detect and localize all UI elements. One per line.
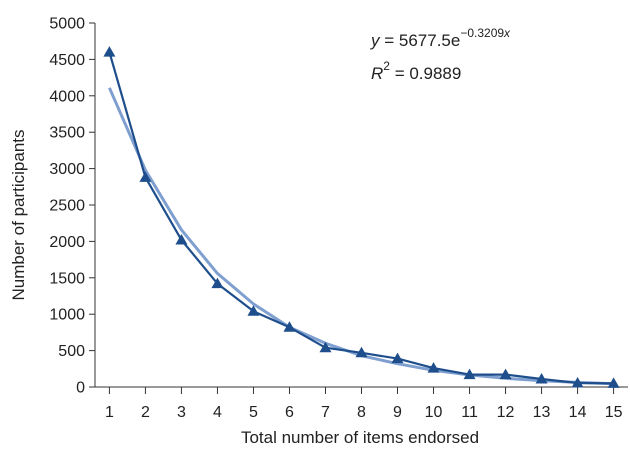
- y-tick-label: 2500: [49, 198, 85, 215]
- r-squared-value: = 0.9889: [390, 64, 461, 83]
- x-tick-label: 15: [605, 404, 623, 421]
- x-tick-label: 7: [321, 404, 330, 421]
- x-tick-label: 3: [177, 404, 186, 421]
- equation-body: = 5677.5e: [380, 31, 461, 50]
- observed-point-marker: [499, 368, 512, 380]
- x-tick-label: 11: [461, 404, 478, 421]
- trendline-equation: y = 5677.5e−0.3209x R2 = 0.9889: [370, 26, 511, 83]
- x-axis-ticks: 1 2 3 4 5 6 7 8 9 10 11 12 13 14 15: [105, 387, 623, 421]
- x-tick-label: 12: [497, 404, 515, 421]
- y-tick-label: 5000: [49, 16, 85, 33]
- axes: [94, 23, 628, 388]
- observed-point-marker: [211, 277, 224, 289]
- y-axis-ticks: 0 500 1000 1500 2000 2500 3000 3500 4000 4500 5000: [49, 16, 95, 397]
- observed-line: [108, 51, 614, 385]
- observed-point-marker: [319, 341, 332, 353]
- y-axis-title: Number of participants: [9, 129, 28, 300]
- x-tick-label: 10: [425, 404, 443, 421]
- y-tick-label: 3500: [49, 125, 85, 142]
- observed-point-marker: [175, 233, 188, 245]
- x-tick-label: 2: [141, 404, 150, 421]
- observed-point-marker: [283, 321, 296, 332]
- y-tick-label: 2000: [49, 234, 85, 251]
- y-tick-label: 3000: [49, 161, 85, 178]
- x-tick-label: 1: [105, 404, 114, 421]
- observed-series: [103, 46, 620, 388]
- trendline-series: [108, 87, 614, 386]
- y-tick-label: 500: [58, 343, 85, 360]
- trendline-curve: [108, 87, 614, 386]
- observed-point-marker: [607, 377, 620, 388]
- equation-exponent: −0.3209: [460, 26, 504, 40]
- observed-point-marker: [427, 362, 440, 373]
- y-tick-label: 1000: [49, 307, 85, 324]
- x-tick-label: 4: [213, 404, 222, 421]
- observed-point-marker: [535, 372, 548, 384]
- x-tick-label: 6: [285, 404, 294, 421]
- equation-exponent-var: x: [503, 26, 511, 40]
- x-tick-label: 13: [533, 404, 551, 421]
- x-tick-label: 9: [393, 404, 402, 421]
- observed-point-marker: [139, 171, 152, 182]
- x-axis-title: Total number of items endorsed: [241, 428, 479, 447]
- observed-point-marker: [355, 346, 368, 358]
- x-tick-label: 5: [249, 404, 258, 421]
- r-squared-symbol: R: [371, 64, 383, 83]
- y-tick-label: 0: [76, 380, 85, 397]
- svg-text:R2 = 0.9889: R2 = 0.9889: [371, 59, 461, 83]
- observed-point-marker: [463, 368, 476, 380]
- observed-point-marker: [103, 46, 116, 57]
- y-tick-label: 4000: [49, 88, 85, 105]
- observed-point-marker: [571, 376, 584, 388]
- observed-point-marker: [247, 305, 260, 316]
- r-squared-superscript: 2: [383, 59, 390, 73]
- equation-y: y: [370, 31, 381, 50]
- y-tick-label: 4500: [49, 52, 85, 69]
- svg-text:y = 5677.5e−0.3209x: y = 5677.5e−0.3209x: [370, 26, 511, 50]
- x-tick-label: 14: [569, 404, 587, 421]
- x-tick-label: 8: [357, 404, 366, 421]
- y-tick-label: 1500: [49, 270, 85, 287]
- observed-point-marker: [391, 352, 404, 364]
